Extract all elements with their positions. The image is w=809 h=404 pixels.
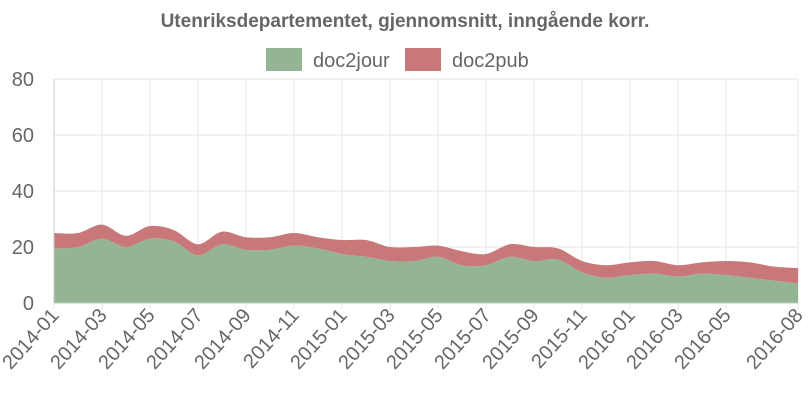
y-tick-label-20: 20 bbox=[12, 237, 34, 259]
legend-item-doc2jour[interactable]: doc2jour bbox=[266, 48, 390, 72]
legend-swatch-doc2pub bbox=[405, 48, 441, 71]
plot-area bbox=[54, 224, 798, 303]
legend-label-doc2jour: doc2jour bbox=[313, 50, 390, 72]
legend-item-doc2pub[interactable]: doc2pub bbox=[405, 48, 529, 72]
x-tick-label-2016-08: 2016-08 bbox=[742, 305, 807, 374]
area-series-doc2jour bbox=[54, 238, 798, 303]
y-tick-label-0: 0 bbox=[23, 293, 34, 315]
legend-swatch-doc2jour bbox=[266, 48, 302, 71]
chart-title: Utenriksdepartementet, gjennomsnitt, inn… bbox=[161, 11, 650, 32]
y-tick-label-60: 60 bbox=[12, 125, 34, 147]
area-series-doc2pub bbox=[54, 224, 798, 284]
legend: doc2jour doc2pub bbox=[266, 48, 529, 72]
legend-label-doc2pub: doc2pub bbox=[452, 50, 529, 72]
y-tick-label-40: 40 bbox=[12, 181, 34, 203]
axes: 0204060802014-012014-032014-052014-07201… bbox=[0, 69, 808, 374]
y-tick-label-80: 80 bbox=[12, 69, 34, 91]
